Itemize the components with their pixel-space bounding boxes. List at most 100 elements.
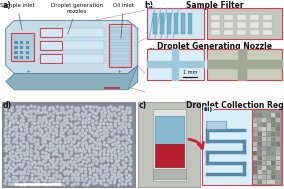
Circle shape — [95, 151, 98, 154]
Circle shape — [109, 168, 113, 172]
Circle shape — [14, 115, 18, 119]
Circle shape — [12, 132, 16, 135]
Circle shape — [49, 166, 52, 169]
Circle shape — [99, 179, 102, 183]
Circle shape — [45, 148, 49, 151]
Circle shape — [85, 160, 89, 164]
Circle shape — [71, 173, 74, 176]
Circle shape — [120, 177, 124, 180]
Circle shape — [129, 156, 132, 160]
Circle shape — [58, 137, 62, 141]
Circle shape — [14, 128, 18, 132]
Circle shape — [49, 130, 52, 134]
Circle shape — [43, 110, 47, 113]
Circle shape — [42, 116, 45, 120]
Circle shape — [82, 147, 85, 151]
Circle shape — [4, 122, 8, 125]
Circle shape — [91, 163, 94, 167]
Circle shape — [42, 144, 45, 147]
Circle shape — [69, 160, 73, 164]
Bar — [263, 15, 272, 20]
Circle shape — [52, 174, 56, 177]
Bar — [263, 22, 272, 28]
Circle shape — [70, 166, 74, 170]
Bar — [250, 22, 259, 28]
Circle shape — [61, 131, 65, 134]
Bar — [20, 51, 23, 54]
Bar — [271, 146, 275, 150]
Circle shape — [98, 125, 102, 128]
Circle shape — [96, 134, 99, 138]
Circle shape — [47, 125, 51, 129]
Circle shape — [4, 111, 8, 115]
Circle shape — [121, 161, 125, 164]
Circle shape — [23, 153, 27, 157]
Circle shape — [66, 156, 70, 159]
Circle shape — [34, 111, 38, 115]
Bar — [147, 49, 204, 80]
Circle shape — [121, 124, 125, 127]
Circle shape — [98, 143, 102, 147]
Circle shape — [87, 134, 91, 138]
Circle shape — [69, 129, 73, 132]
Circle shape — [4, 131, 7, 135]
Circle shape — [111, 148, 114, 152]
Circle shape — [103, 108, 106, 112]
Circle shape — [62, 149, 66, 153]
Bar — [275, 161, 279, 165]
Circle shape — [77, 108, 80, 112]
Circle shape — [125, 159, 128, 162]
Circle shape — [9, 153, 12, 157]
Circle shape — [88, 113, 92, 117]
Circle shape — [51, 125, 55, 129]
Circle shape — [70, 163, 74, 166]
Text: Droplet Generating Nozzle: Droplet Generating Nozzle — [157, 42, 272, 51]
Bar — [262, 142, 266, 146]
Bar — [26, 41, 29, 44]
Bar — [275, 166, 279, 170]
Circle shape — [70, 178, 74, 182]
Circle shape — [80, 153, 84, 156]
Circle shape — [129, 162, 132, 166]
Circle shape — [48, 108, 51, 112]
Circle shape — [66, 105, 70, 109]
Circle shape — [121, 115, 124, 119]
Circle shape — [96, 179, 99, 182]
Circle shape — [94, 173, 98, 177]
Circle shape — [15, 172, 19, 175]
Bar — [250, 15, 259, 20]
Circle shape — [55, 150, 58, 153]
Circle shape — [74, 116, 78, 120]
Circle shape — [124, 149, 128, 153]
Circle shape — [82, 183, 85, 186]
Circle shape — [42, 160, 45, 163]
Circle shape — [85, 118, 88, 122]
Circle shape — [8, 160, 12, 164]
Circle shape — [49, 159, 52, 162]
Circle shape — [27, 109, 31, 113]
Circle shape — [14, 165, 18, 169]
Circle shape — [16, 109, 20, 112]
Circle shape — [19, 154, 23, 158]
Text: c): c) — [139, 101, 147, 110]
Circle shape — [55, 109, 58, 113]
Circle shape — [100, 175, 104, 178]
Bar — [20, 46, 23, 49]
Circle shape — [63, 170, 67, 174]
Circle shape — [47, 134, 51, 137]
Bar — [262, 123, 266, 127]
Circle shape — [18, 159, 21, 162]
Circle shape — [14, 176, 18, 180]
Bar — [266, 161, 270, 165]
Circle shape — [54, 147, 58, 151]
Circle shape — [49, 119, 52, 123]
Circle shape — [58, 182, 61, 186]
Circle shape — [55, 138, 59, 142]
Circle shape — [118, 156, 121, 159]
Circle shape — [9, 166, 12, 169]
Circle shape — [10, 109, 14, 113]
Circle shape — [88, 149, 91, 153]
Bar — [262, 146, 266, 150]
Circle shape — [83, 179, 87, 183]
Circle shape — [9, 144, 12, 147]
